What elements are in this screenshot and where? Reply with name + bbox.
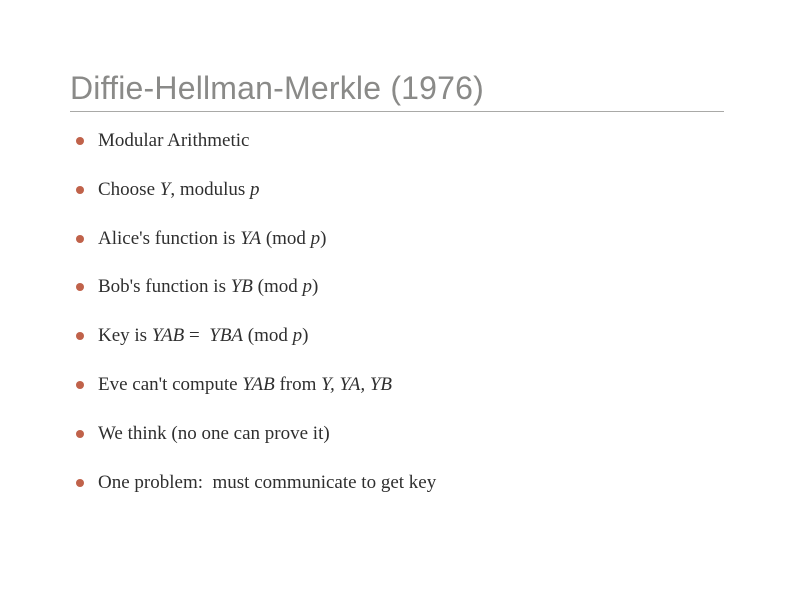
bullet-item: We think (no one can prove it) [70,423,724,446]
bullet-item: Modular Arithmetic [70,130,724,153]
bullet-item: Alice's function is YA (mod p) [70,228,724,251]
bullet-item: Choose Y, modulus p [70,179,724,202]
bullet-item: Eve can't compute YAB from Y, YA, YB [70,374,724,397]
bullet-item: Key is YAB = YBA (mod p) [70,325,724,348]
slide-title: Diffie-Hellman-Merkle (1976) [70,70,724,107]
bullet-item: Bob's function is YB (mod p) [70,276,724,299]
title-rule [70,111,724,112]
bullet-item: One problem: must communicate to get key [70,472,724,495]
bullet-list: Modular Arithmetic Choose Y, modulus p Ali… [70,130,724,494]
slide: Diffie-Hellman-Merkle (1976) Modular Ari… [0,0,794,595]
